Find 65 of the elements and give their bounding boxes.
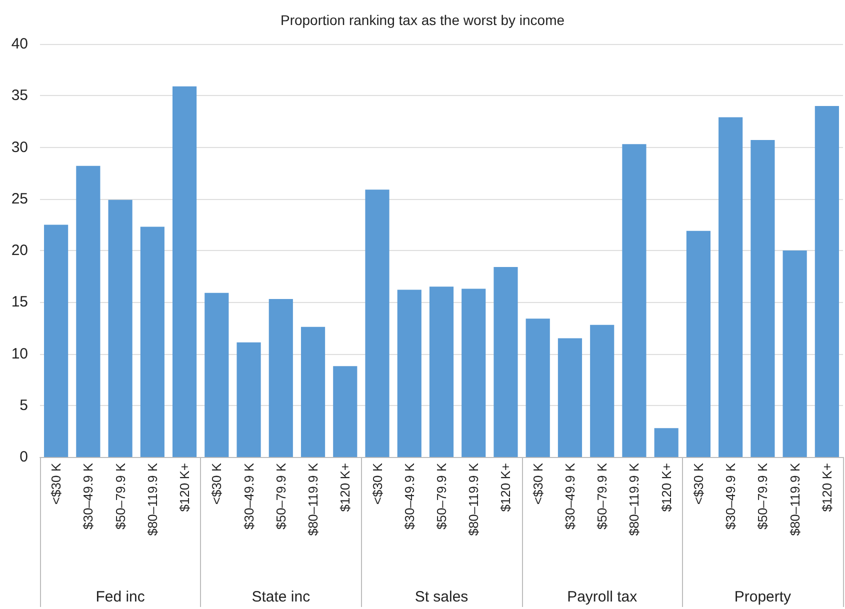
x-tick-label: $80–119.9 K — [144, 462, 160, 536]
bar — [172, 86, 197, 457]
x-tick-label: $120 K+ — [498, 463, 514, 512]
x-tick-label: $80–119.9 K — [787, 462, 802, 536]
bar — [108, 200, 132, 457]
x-tick-label: <$30 K — [370, 462, 385, 505]
x-tick-label: $30–49.9 K — [723, 462, 738, 530]
y-tick-label: 0 — [20, 448, 28, 466]
text: Property — [734, 588, 792, 606]
x-tick-label: $30–49.9 K — [402, 462, 417, 530]
x-tick-label: $80–119.9 K — [626, 462, 642, 536]
bar — [300, 326, 326, 457]
bar — [590, 324, 614, 457]
text: Fed inc — [96, 588, 146, 606]
bar — [718, 117, 743, 457]
y-tick-label: 5 — [20, 396, 28, 414]
chart-title: Proportion ranking tax as the worst by income — [280, 12, 565, 28]
bar — [44, 224, 68, 457]
x-tick-label: $30–49.9 K — [241, 462, 256, 530]
x-tick-label: $50–79.9 K — [755, 462, 770, 530]
bar — [814, 106, 839, 457]
x-tick-label: <$30 K — [48, 462, 64, 505]
y-tick-label: 40 — [11, 36, 28, 52]
bar — [462, 288, 486, 457]
x-tick-label: <$30 K — [530, 462, 546, 505]
bar — [236, 342, 261, 457]
x-tick-label: <$30 K — [690, 462, 706, 505]
bar — [365, 190, 390, 457]
x-tick-label: $50–79.9 K — [112, 462, 128, 530]
bar — [140, 226, 164, 457]
y-tick-label: 20 — [11, 242, 28, 259]
bar — [686, 230, 711, 457]
x-tick-label: $80–119.9 K — [306, 462, 321, 536]
x-tick-label: $50–79.9 K — [434, 462, 449, 530]
bar — [558, 338, 582, 457]
y-tick-label: 30 — [11, 138, 28, 156]
x-tick-label: $50–79.9 K — [594, 462, 610, 530]
bar — [333, 366, 358, 457]
x-tick-label: $120 K+ — [658, 463, 674, 512]
text: St sales — [414, 588, 468, 606]
x-tick-label: $120 K+ — [177, 463, 192, 512]
text: State inc — [252, 588, 311, 606]
x-tick-label: $120 K+ — [338, 463, 353, 512]
x-tick-label: $50–79.9 K — [273, 462, 288, 530]
x-tick-label: <$30 K — [209, 462, 224, 505]
bar — [622, 144, 646, 457]
bar — [268, 299, 293, 457]
y-tick-label: 35 — [11, 87, 28, 104]
bar — [654, 428, 678, 457]
text: Payroll tax — [567, 588, 638, 606]
y-tick-label: 25 — [11, 190, 28, 208]
y-tick-label: 10 — [11, 345, 28, 362]
bar — [750, 140, 775, 457]
x-tick-label: $30–49.9 K — [562, 462, 578, 530]
x-tick-label: $80–119.9 K — [466, 462, 482, 536]
y-tick-label: 15 — [11, 294, 28, 311]
x-tick-label: $30–49.9 K — [80, 462, 96, 530]
bar — [76, 166, 100, 457]
bar — [782, 250, 807, 457]
bar — [429, 286, 454, 457]
bar — [526, 318, 550, 457]
bar — [494, 267, 518, 457]
bar — [204, 292, 229, 457]
bar — [397, 290, 422, 457]
x-tick-label: $120 K+ — [819, 463, 834, 512]
